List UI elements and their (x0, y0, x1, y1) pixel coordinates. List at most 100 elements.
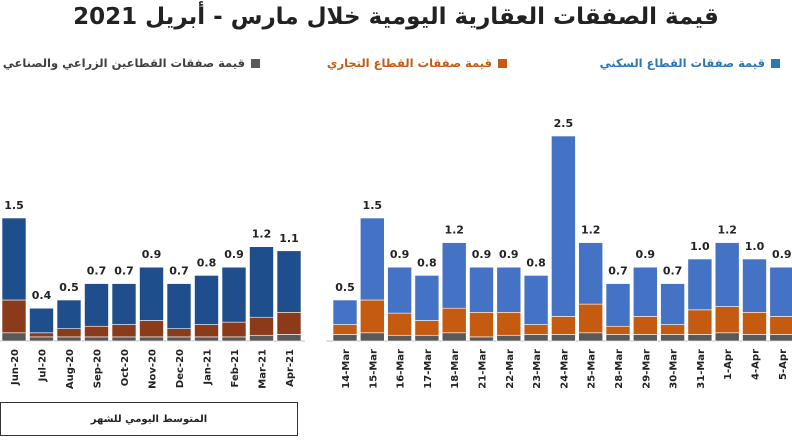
legend-item-industrial: قيمة صفقات القطاعين الزراعي والصناعي (3, 56, 260, 70)
daily-bar-com-4-Apr (742, 311, 767, 335)
monthly-total-label: 0.4 (32, 289, 52, 302)
monthly-total-label: 1.1 (279, 232, 299, 245)
daily-bar-ind-24-Mar (551, 334, 576, 342)
daily-total-label: 0.9 (472, 248, 492, 261)
monthly-total-label: 0.7 (87, 265, 107, 278)
daily-bar-ind-16-Mar (387, 334, 412, 342)
monthly-average-caption: المتوسط اليومي للشهر (0, 402, 298, 436)
daily-bar-ind-25-Mar (578, 332, 604, 342)
chart-title: قيمة الصفقات العقارية اليومية خلال مارس … (73, 4, 719, 30)
daily-total-label: 1.0 (690, 240, 710, 253)
daily-bar-com-14-Mar (332, 324, 358, 335)
legend-item-residential: قيمة صفقات القطاع السكني (600, 56, 780, 70)
daily-total-label: 0.8 (526, 256, 546, 269)
legend-swatch-residential (771, 58, 780, 68)
monthly-bar-com-Dec-20 (166, 328, 192, 338)
daily-tick-label: 21-Mar (478, 349, 489, 389)
monthly-bar-com-Mar-21 (249, 316, 274, 336)
daily-bar-res-30-Mar (660, 283, 685, 325)
daily-total-label: 0.9 (390, 248, 410, 261)
monthly-total-label: 0.7 (169, 265, 189, 278)
monthly-bar-ind-Feb-21 (221, 336, 247, 342)
monthly-bar-com-Sep-20 (84, 325, 109, 338)
daily-bar-ind-23-Mar (523, 334, 549, 342)
daily-bar-com-23-Mar (523, 324, 549, 335)
monthly-bar-com-Aug-20 (56, 328, 82, 338)
daily-bar-com-15-Mar (359, 299, 385, 334)
daily-bar-ind-31-Mar (687, 334, 713, 342)
daily-bar-com-25-Mar (578, 303, 604, 334)
daily-bar-res-31-Mar (687, 258, 713, 311)
monthly-bar-ind-Nov-20 (139, 336, 164, 342)
daily-total-label: 0.9 (636, 248, 656, 261)
daily-total-label: 1.5 (363, 199, 383, 212)
monthly-tick-label: Jan-21 (203, 349, 214, 386)
daily-bar-ind-28-Mar (605, 334, 631, 342)
daily-bar-ind-29-Mar (632, 334, 658, 342)
daily-total-label: 2.5 (554, 117, 574, 130)
daily-tick-label: 24-Mar (559, 349, 570, 389)
monthly-total-label: 0.8 (197, 256, 217, 269)
daily-tick-label: 25-Mar (587, 349, 598, 389)
daily-bar-res-18-Mar (441, 242, 467, 309)
monthly-bar-res-Apr-21 (276, 250, 302, 313)
monthly-bar-res-Dec-20 (166, 283, 192, 330)
daily-bar-res-5-Apr (769, 266, 792, 317)
daily-bar-res-1-Apr (714, 242, 740, 307)
monthly-bar-ind-Oct-20 (111, 336, 137, 342)
daily-bar-com-17-Mar (414, 320, 440, 336)
legend-swatch-commercial (498, 58, 507, 68)
daily-bar-ind-30-Mar (660, 334, 685, 342)
daily-bar-res-4-Apr (742, 258, 767, 313)
daily-bar-res-16-Mar (387, 266, 412, 314)
daily-bar-res-25-Mar (578, 242, 604, 305)
monthly-bar-com-Nov-20 (139, 320, 164, 338)
daily-bar-com-31-Mar (687, 309, 713, 335)
daily-bar-ind-22-Mar (496, 334, 522, 342)
monthly-bar-com-Jan-21 (194, 324, 219, 338)
daily-bar-res-21-Mar (469, 266, 494, 313)
daily-total-label: 1.2 (581, 224, 601, 237)
daily-tick-label: 30-Mar (669, 349, 680, 389)
monthly-total-label: 1.2 (252, 228, 272, 241)
daily-bar-com-28-Mar (605, 325, 631, 335)
monthly-bar-ind-Jul-20 (29, 336, 54, 342)
monthly-bar-res-Jun-20 (1, 217, 27, 301)
monthly-bar-com-Jul-20 (29, 332, 54, 338)
monthly-tick-label: Nov-20 (148, 349, 159, 389)
daily-bar-com-16-Mar (387, 312, 412, 336)
monthly-tick-label: Jul-20 (38, 349, 49, 382)
monthly-bar-res-Jul-20 (29, 307, 54, 334)
daily-total-label: 0.7 (608, 265, 628, 278)
monthly-bar-com-Feb-21 (221, 321, 247, 338)
monthly-bar-ind-Dec-20 (166, 336, 192, 342)
monthly-tick-label: Oct-20 (120, 349, 131, 386)
legend-swatch-industrial (251, 58, 260, 68)
daily-bar-ind-14-Mar (332, 334, 358, 342)
monthly-bar-com-Oct-20 (111, 324, 137, 338)
monthly-total-label: 0.9 (224, 248, 244, 261)
monthly-bar-res-Oct-20 (111, 283, 137, 325)
daily-bar-ind-17-Mar (414, 334, 440, 342)
daily-bar-res-15-Mar (359, 217, 385, 301)
daily-tick-label: 28-Mar (614, 349, 625, 389)
daily-bar-res-14-Mar (332, 299, 358, 325)
monthly-bar-res-Jan-21 (194, 275, 219, 325)
daily-bar-com-29-Mar (632, 316, 658, 335)
monthly-bar-com-Apr-21 (276, 311, 302, 335)
daily-bar-res-28-Mar (605, 283, 631, 327)
monthly-bar-res-Aug-20 (56, 299, 82, 330)
daily-tick-label: 22-Mar (505, 349, 516, 389)
daily-bar-com-18-Mar (441, 307, 467, 334)
daily-bar-com-5-Apr (769, 316, 792, 335)
daily-total-label: 1.2 (717, 224, 737, 237)
monthly-bar-ind-Jun-20 (1, 332, 27, 342)
monthly-tick-label: Apr-21 (285, 349, 296, 387)
monthly-tick-label: Mar-21 (258, 349, 269, 389)
monthly-bar-ind-Apr-21 (276, 334, 302, 342)
daily-tick-label: 1-Apr (723, 349, 734, 380)
daily-bar-res-29-Mar (632, 266, 658, 317)
daily-bar-res-17-Mar (414, 275, 440, 321)
monthly-bar-ind-Mar-21 (249, 334, 274, 342)
